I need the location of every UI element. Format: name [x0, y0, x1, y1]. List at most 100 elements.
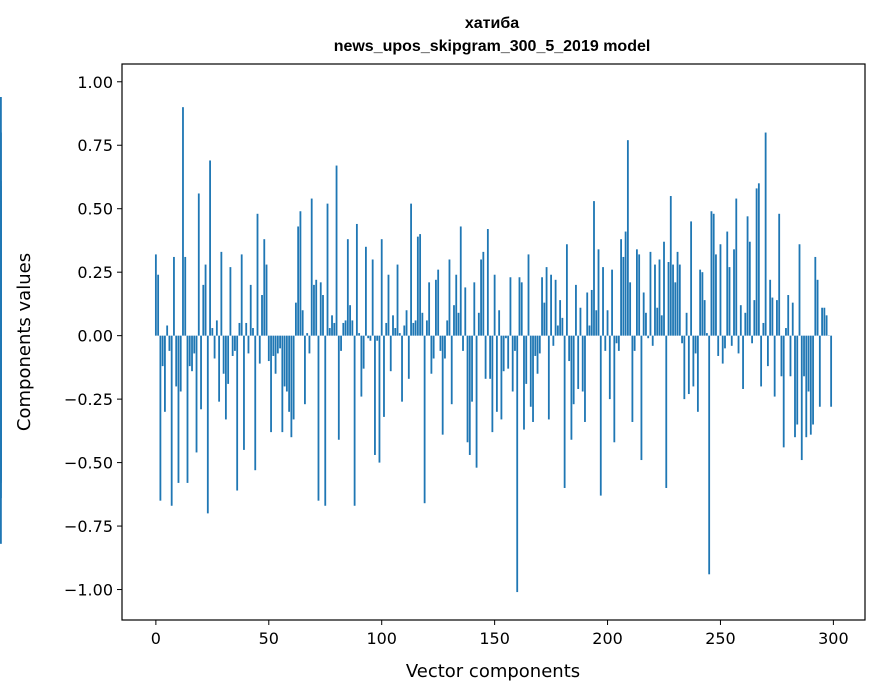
bar — [346, 239, 349, 336]
bar — [258, 335, 261, 364]
bar — [620, 239, 622, 336]
bar — [439, 335, 442, 351]
bar — [441, 335, 444, 435]
bar — [631, 335, 634, 422]
bar — [721, 335, 724, 364]
bar — [337, 335, 340, 440]
bar — [584, 335, 586, 422]
bar — [173, 256, 175, 336]
bar — [778, 213, 781, 336]
bar — [570, 335, 573, 440]
bar — [324, 335, 327, 506]
bar — [794, 335, 796, 438]
bar — [290, 335, 293, 438]
bar — [486, 229, 489, 336]
bar — [527, 254, 530, 336]
bar — [475, 335, 478, 468]
bar — [624, 231, 627, 336]
bar — [518, 277, 521, 336]
bar — [222, 335, 225, 374]
x-tick-label: 300 — [818, 629, 849, 648]
bar — [276, 335, 279, 354]
bar — [306, 333, 309, 336]
bar — [737, 335, 740, 354]
bar — [428, 282, 431, 336]
bar — [193, 335, 196, 354]
bar — [529, 335, 532, 407]
bar — [326, 203, 329, 336]
bar — [186, 335, 189, 483]
bar — [762, 322, 765, 336]
bar — [735, 198, 738, 336]
bar — [389, 335, 392, 372]
bar — [450, 335, 453, 405]
bar — [468, 335, 471, 455]
bar — [335, 165, 338, 336]
bar — [466, 335, 469, 443]
bar — [514, 335, 516, 351]
bar — [636, 249, 638, 336]
bar — [563, 335, 566, 488]
bar — [757, 183, 760, 336]
bar — [213, 335, 216, 359]
bar — [175, 335, 178, 387]
bar — [270, 335, 272, 433]
bar — [807, 335, 810, 392]
bar — [728, 267, 731, 336]
bar — [464, 287, 467, 336]
y-tick-label: −0.75 — [64, 517, 113, 536]
bar — [281, 335, 284, 433]
bar — [751, 335, 753, 344]
y-tick-label: −1.00 — [64, 581, 113, 600]
bar — [387, 274, 390, 336]
bar — [498, 310, 501, 336]
bar — [211, 328, 214, 336]
bar — [340, 335, 342, 351]
bar — [604, 335, 607, 351]
bar — [484, 335, 487, 379]
bar — [272, 335, 275, 356]
bars-group — [0, 97, 833, 593]
bar — [446, 320, 449, 336]
y-tick-label: −0.50 — [64, 454, 113, 473]
bar — [455, 274, 458, 336]
bar — [267, 335, 270, 362]
bar — [477, 312, 480, 336]
bar — [516, 335, 519, 593]
bar — [547, 335, 550, 420]
bar — [588, 325, 591, 336]
bar — [218, 335, 221, 402]
y-axis-ticks: −1.00 −0.75 −0.50 −0.25 0.00 0.25 0.50 0.75 1.00 — [64, 73, 122, 600]
bar — [220, 251, 223, 336]
bar — [195, 335, 198, 453]
bar — [642, 292, 645, 336]
bar — [543, 302, 546, 336]
bar — [376, 335, 379, 341]
bar — [699, 269, 702, 336]
bar — [534, 335, 537, 356]
bar — [753, 300, 756, 336]
bar — [694, 335, 697, 354]
bar — [288, 335, 291, 412]
bar — [412, 322, 415, 336]
bar — [493, 274, 496, 336]
bar — [507, 335, 510, 369]
bar — [489, 335, 492, 379]
bar — [785, 328, 787, 336]
x-tick-label: 0 — [151, 629, 161, 648]
bar — [154, 254, 157, 336]
bar — [586, 292, 589, 336]
bar — [430, 335, 433, 374]
bar — [597, 249, 600, 336]
bar — [252, 328, 254, 336]
bar — [177, 335, 180, 483]
bar — [457, 312, 460, 336]
bar — [256, 213, 259, 336]
bar — [690, 221, 693, 336]
bar — [328, 328, 331, 336]
bar — [322, 295, 324, 336]
bar — [780, 335, 783, 377]
bar — [274, 335, 277, 374]
x-axis-label: Vector components — [406, 661, 580, 682]
bar — [676, 251, 679, 336]
